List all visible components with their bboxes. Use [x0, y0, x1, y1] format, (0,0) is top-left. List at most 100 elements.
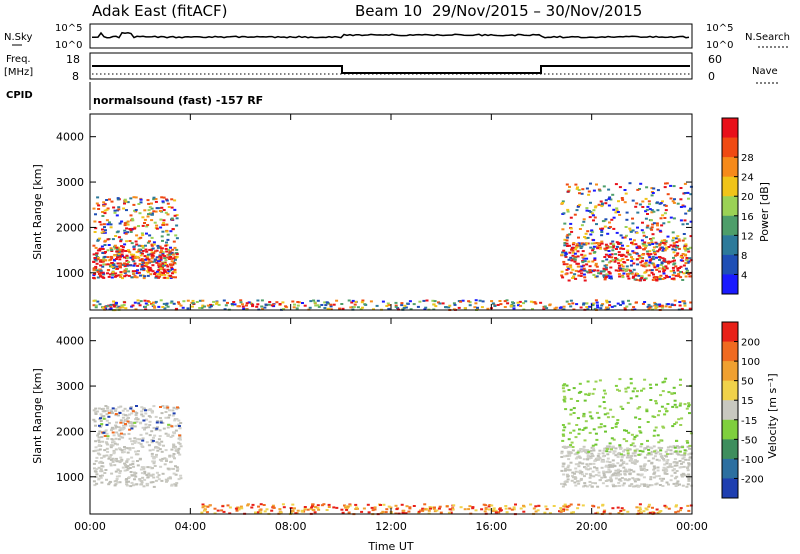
echo-cell	[119, 421, 123, 424]
colorbar-tick-label: 24	[741, 173, 754, 184]
echo-cell	[431, 299, 435, 302]
echo-cell	[155, 427, 159, 430]
echo-cell	[201, 299, 205, 302]
echo-cell	[580, 265, 584, 268]
echo-cell	[432, 507, 436, 510]
echo-cell	[359, 308, 363, 311]
echo-cell	[621, 407, 625, 410]
echo-cell	[160, 459, 164, 462]
echo-cell	[647, 264, 651, 267]
echo-cell	[191, 299, 195, 302]
echo-cell	[641, 200, 645, 203]
echo-cell	[630, 433, 634, 436]
power-x-ticks	[89, 114, 693, 310]
echo-cell	[118, 412, 122, 414]
echo-cell	[172, 302, 176, 305]
echo-cell	[132, 254, 136, 257]
echo-cell	[119, 271, 123, 274]
echo-cell	[118, 429, 122, 432]
echo-cell	[606, 274, 610, 277]
echo-cell	[582, 449, 586, 452]
echo-cell	[139, 422, 143, 425]
echo-cell	[616, 452, 620, 455]
echo-cell	[592, 428, 596, 431]
echo-cell	[459, 506, 463, 509]
echo-cell	[129, 229, 133, 232]
echo-cell	[125, 240, 129, 243]
echo-cell	[133, 262, 137, 265]
echo-cell	[151, 255, 155, 258]
echo-cell	[158, 271, 162, 274]
echo-cell	[159, 257, 163, 260]
echo-cell	[676, 235, 680, 238]
echo-cell	[634, 459, 637, 462]
echo-cell	[562, 390, 566, 393]
echo-cell	[605, 258, 609, 261]
echo-cell	[171, 272, 174, 275]
echo-cell	[600, 205, 604, 208]
echo-cell	[166, 233, 170, 236]
echo-cell	[114, 424, 118, 427]
echo-cell	[139, 236, 143, 239]
echo-cell	[664, 204, 668, 207]
echo-cell	[631, 250, 635, 253]
echo-cell	[644, 246, 648, 249]
echo-cell	[129, 256, 133, 259]
echo-cell	[581, 462, 585, 465]
echo-cell	[163, 270, 167, 273]
echo-cell	[574, 477, 578, 480]
echo-cell	[150, 302, 153, 305]
echo-cell	[665, 410, 668, 413]
echo-cell	[96, 449, 100, 452]
echo-cell	[109, 303, 113, 306]
echo-cell	[138, 248, 142, 251]
echo-cell	[659, 394, 663, 397]
date-range-title: 29/Nov/2015 – 30/Nov/2015	[432, 2, 642, 20]
colorbar-tick-label: -100	[741, 455, 764, 466]
echo-cell	[689, 193, 693, 196]
echo-cell	[228, 512, 232, 515]
echo-cell	[674, 265, 678, 268]
echo-cell	[135, 234, 139, 237]
echo-cell	[421, 507, 425, 510]
echo-cell	[613, 472, 617, 475]
echo-cell	[478, 299, 482, 302]
echo-cell	[141, 274, 145, 277]
echo-cell	[165, 302, 169, 305]
echo-cell	[309, 507, 313, 510]
echo-cell	[160, 247, 164, 250]
echo-cell	[468, 505, 472, 508]
echo-cell	[623, 236, 627, 239]
echo-cell	[677, 418, 681, 421]
echo-cell	[140, 481, 144, 484]
echo-cell	[98, 474, 102, 477]
echo-cell	[583, 439, 587, 442]
echo-cell	[681, 253, 685, 255]
echo-cell	[97, 204, 101, 207]
echo-cell	[678, 446, 682, 449]
echo-cell	[567, 279, 571, 282]
echo-cell	[602, 510, 606, 513]
echo-cell	[592, 447, 595, 450]
echo-cell	[165, 250, 169, 253]
echo-cell	[186, 299, 190, 302]
echo-cell	[680, 417, 684, 420]
echo-cell	[150, 251, 154, 254]
echo-cell	[592, 449, 596, 452]
echo-cell	[625, 265, 629, 268]
echo-cell	[110, 429, 113, 432]
echo-cell	[584, 393, 588, 396]
echo-cell	[666, 193, 670, 196]
echo-cell	[155, 249, 159, 252]
colorbar-segment	[722, 361, 738, 382]
echo-cell	[640, 443, 644, 446]
echo-cell	[123, 446, 126, 448]
echo-cell	[150, 219, 154, 222]
echo-cell	[148, 266, 152, 269]
echo-cell	[689, 259, 693, 262]
echo-cell	[116, 267, 119, 270]
echo-cell	[134, 418, 138, 421]
echo-cell	[654, 400, 658, 402]
echo-cell	[113, 254, 117, 257]
echo-cell	[582, 273, 586, 276]
